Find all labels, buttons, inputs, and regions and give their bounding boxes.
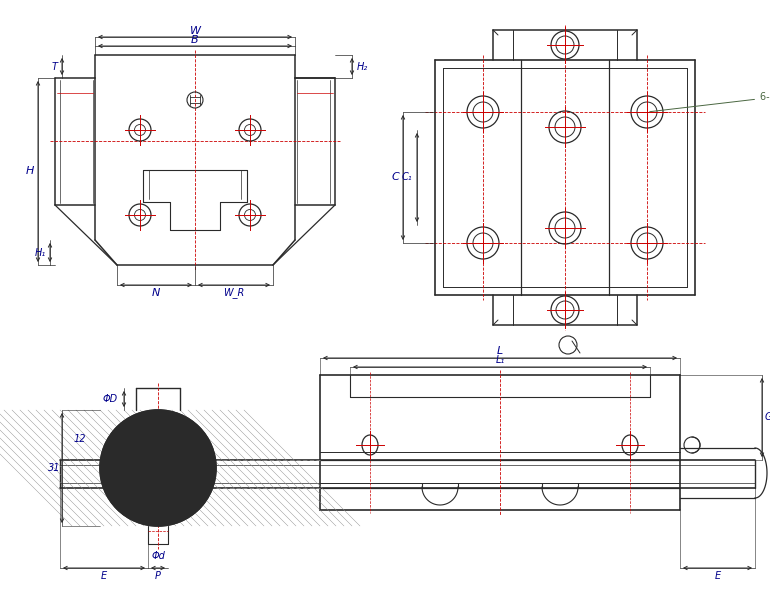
Text: 6-Mx l: 6-Mx l (650, 92, 770, 112)
Text: 12: 12 (74, 434, 86, 444)
Text: E: E (101, 571, 107, 581)
Text: W_R: W_R (223, 287, 245, 299)
Text: Φd: Φd (151, 551, 165, 561)
Text: ΦD: ΦD (102, 394, 118, 404)
Text: T: T (52, 61, 58, 71)
Text: 31: 31 (48, 463, 60, 473)
Text: N: N (152, 288, 160, 298)
Text: P: P (155, 571, 161, 581)
Text: L₁: L₁ (495, 355, 504, 365)
Text: C: C (391, 172, 399, 182)
Text: E: E (715, 571, 721, 581)
Text: H₁: H₁ (35, 247, 45, 257)
Text: L: L (497, 346, 503, 356)
Text: H: H (26, 166, 34, 176)
Text: B: B (191, 35, 199, 45)
Text: C₁: C₁ (402, 172, 412, 182)
Text: H₂: H₂ (357, 61, 367, 71)
Circle shape (100, 410, 216, 526)
Text: W: W (189, 26, 200, 36)
Text: G: G (765, 412, 770, 422)
